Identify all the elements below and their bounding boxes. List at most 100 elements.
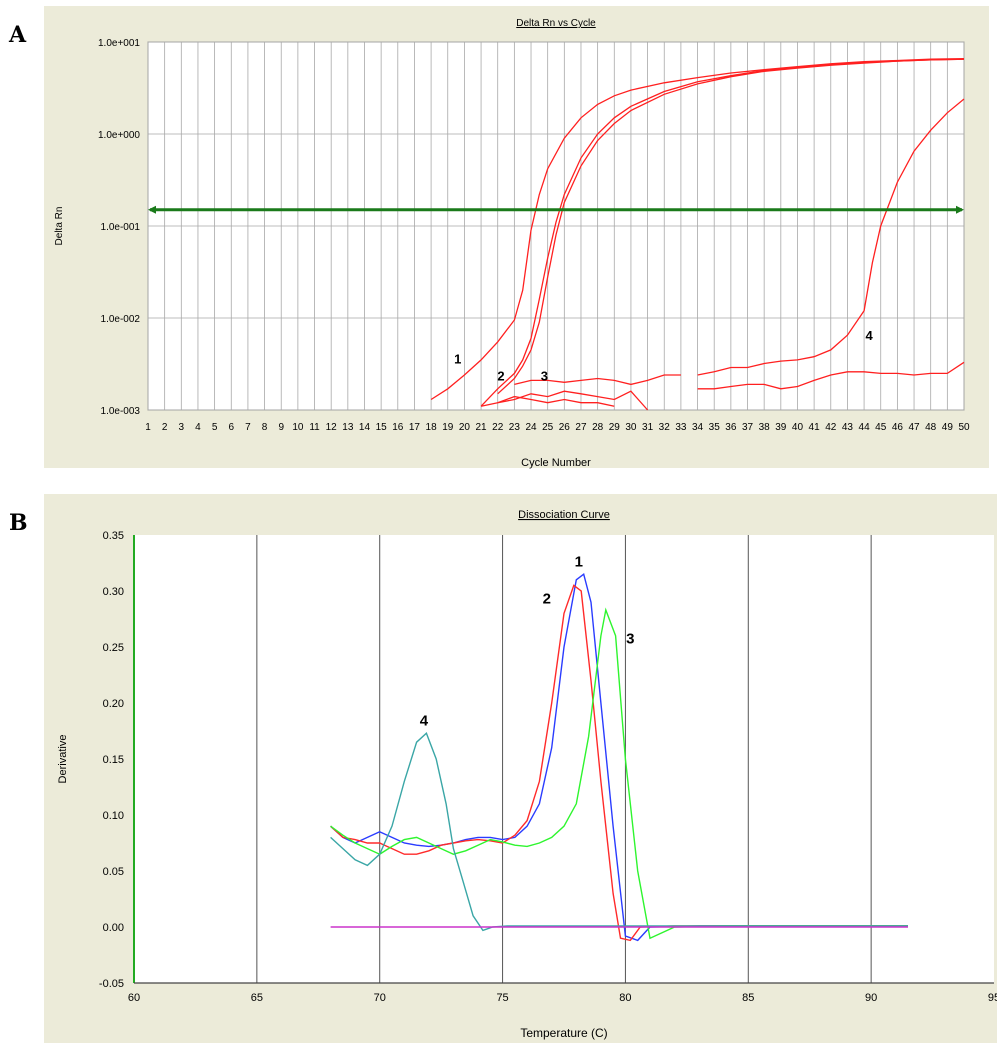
y-tick-label: 1.0e+001: [98, 38, 140, 49]
x-tick-label: 47: [908, 422, 920, 433]
x-tick-label: 1: [145, 422, 151, 433]
x-tick-label: 4: [195, 422, 201, 433]
x-tick-label: 41: [809, 422, 821, 433]
x-tick-label: 95: [988, 992, 997, 1004]
y-tick-label: 0.00: [103, 922, 124, 934]
amplification-curve: [697, 98, 965, 376]
threshold-arrow-left: [148, 205, 156, 214]
peak-annotation-label: 1: [575, 553, 583, 570]
x-tick-label: 6: [228, 422, 234, 433]
x-tick-label: 5: [212, 422, 218, 433]
x-tick-label: 32: [659, 422, 671, 433]
y-tick-label: 0.05: [103, 866, 124, 878]
x-tick-label: 11: [309, 422, 320, 433]
x-tick-label: 85: [742, 992, 754, 1004]
x-tick-label: 36: [725, 422, 737, 433]
x-tick-label: 46: [892, 422, 904, 433]
x-tick-label: 19: [442, 422, 454, 433]
x-tick-label: 90: [865, 992, 877, 1004]
melt-curve: [330, 731, 908, 932]
x-tick-label: 49: [942, 422, 954, 433]
y-tick-label: 0.20: [103, 698, 124, 710]
x-tick-label: 60: [128, 992, 140, 1004]
y-tick-label: 0.35: [103, 530, 124, 542]
x-tick-label: 8: [262, 422, 268, 433]
x-tick-label: 75: [496, 992, 508, 1004]
x-tick-label: 7: [245, 422, 251, 433]
x-tick-label: 9: [278, 422, 284, 433]
x-tick-label: 10: [292, 422, 304, 433]
x-tick-label: 80: [619, 992, 631, 1004]
y-tick-label: 0.15: [103, 754, 124, 766]
x-tick-label: 44: [859, 422, 871, 433]
curve-annotation-label: 4: [865, 328, 873, 343]
x-tick-label: 35: [709, 422, 721, 433]
peak-annotation-label: 3: [626, 631, 634, 648]
curve-annotation-label: 1: [454, 352, 461, 367]
x-tick-label: 45: [875, 422, 887, 433]
x-tick-label: 28: [592, 422, 604, 433]
x-tick-label: 43: [842, 422, 854, 433]
x-axis-label-a: Cycle Number: [521, 457, 591, 469]
x-tick-label: 20: [459, 422, 471, 433]
y-tick-label: 0.25: [103, 642, 124, 654]
y-tick-label: -0.05: [99, 978, 124, 990]
x-tick-label: 14: [359, 422, 371, 433]
x-tick-label: 38: [759, 422, 771, 433]
x-tick-label: 15: [376, 422, 388, 433]
panel-a-label: A: [9, 22, 27, 48]
x-tick-label: 50: [958, 422, 970, 433]
x-tick-label: 42: [825, 422, 837, 433]
amplification-curve: [497, 58, 965, 395]
amplification-curve: [514, 374, 681, 386]
chart-title-b: Dissociation Curve: [518, 509, 610, 521]
x-tick-label: 30: [625, 422, 637, 433]
x-tick-label: 26: [559, 422, 571, 433]
x-tick-label: 25: [542, 422, 554, 433]
peak-annotation-label: 2: [543, 590, 551, 607]
amplification-curve: [430, 57, 965, 401]
x-tick-label: 18: [426, 422, 438, 433]
y-tick-label: 1.0e+000: [98, 130, 140, 141]
peak-annotation-label: 4: [420, 712, 429, 729]
x-tick-label: 17: [409, 422, 421, 433]
amplification-curve: [697, 361, 965, 390]
x-tick-label: 23: [509, 422, 521, 433]
x-tick-label: 13: [342, 422, 354, 433]
x-tick-label: 16: [392, 422, 404, 433]
x-tick-label: 39: [775, 422, 787, 433]
x-tick-label: 33: [675, 422, 687, 433]
x-tick-label: 29: [609, 422, 621, 433]
y-axis-label-b: Derivative: [57, 735, 69, 784]
x-tick-label: 31: [642, 422, 654, 433]
x-tick-label: 40: [792, 422, 804, 433]
x-tick-label: 24: [525, 422, 537, 433]
amplification-curve: [480, 390, 649, 411]
plot-area-b: [134, 535, 994, 983]
y-tick-label: 1.0e-001: [101, 222, 141, 233]
amplification-curve: [497, 395, 615, 407]
x-axis-label-b: Temperature (C): [520, 1026, 607, 1040]
x-tick-label: 70: [374, 992, 386, 1004]
y-axis-label-a: Delta Rn: [54, 207, 65, 246]
x-tick-label: 34: [692, 422, 704, 433]
curve-annotation-label: 3: [541, 368, 548, 383]
x-tick-label: 3: [179, 422, 185, 433]
x-tick-label: 37: [742, 422, 754, 433]
x-tick-label: 48: [925, 422, 937, 433]
panel-b-label: B: [9, 510, 28, 536]
x-tick-label: 22: [492, 422, 504, 433]
x-tick-label: 2: [162, 422, 168, 433]
melt-curve: [330, 607, 908, 940]
curve-annotation-label: 2: [497, 368, 504, 383]
y-tick-label: 1.0e-003: [101, 406, 141, 417]
y-tick-label: 1.0e-002: [101, 314, 141, 325]
amplification-curve: [480, 58, 965, 407]
y-tick-label: 0.10: [103, 810, 124, 822]
x-tick-label: 12: [326, 422, 338, 433]
threshold-arrow-right: [956, 205, 964, 214]
y-tick-label: 0.30: [103, 586, 124, 598]
x-tick-label: 27: [575, 422, 587, 433]
